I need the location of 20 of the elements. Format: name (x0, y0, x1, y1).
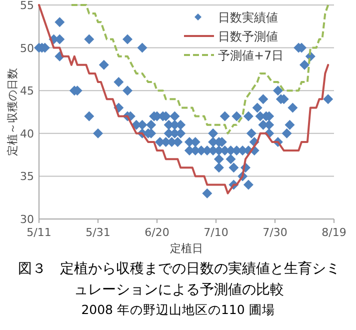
x-tick-label: 8/19 (322, 226, 346, 239)
y-tick-label: 50 (20, 42, 34, 55)
y-tick-label: 45 (20, 84, 34, 98)
x-tick-label: 6/20 (144, 226, 170, 239)
x-tick-label: 5/31 (86, 226, 110, 239)
y-axis-title: 定植～収穫の日数 (6, 68, 19, 156)
legend-label: 日数予測値 (218, 30, 278, 44)
text: 図３ 定植から収穫までの日数の実績値と生育シミュレーションによる予測値の比較 (17, 260, 341, 300)
x-axis-title: 定植日 (170, 242, 203, 255)
y-tick-label: 55 (20, 0, 34, 12)
x-tick-label: 7/30 (262, 226, 288, 239)
y-tick-label: 40 (20, 127, 34, 140)
line-series (70, 4, 330, 134)
legend-label: 日数実績値 (218, 10, 278, 24)
x-tick-label: 5/11 (26, 226, 52, 239)
text: 2008 年の野辺山地区の110 圃場 (80, 302, 276, 319)
legend-label: 予測値+7日 (218, 48, 284, 62)
x-tick-label: 7/10 (204, 226, 228, 239)
y-tick-label: 30 (20, 213, 34, 226)
y-tick-label: 35 (20, 170, 34, 184)
